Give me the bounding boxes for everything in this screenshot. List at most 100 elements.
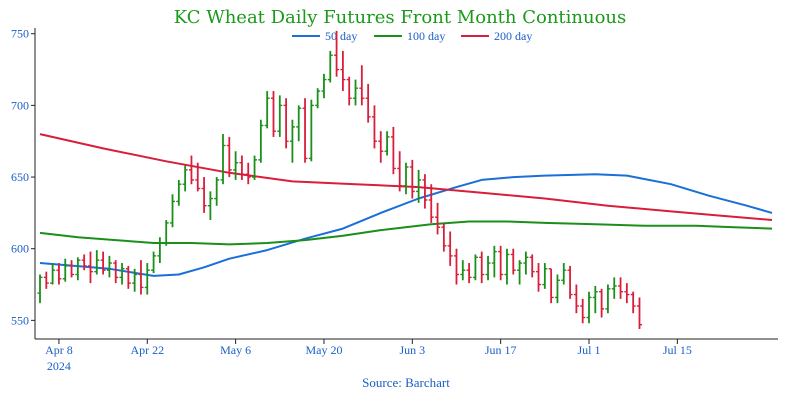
ohlc-bar bbox=[87, 251, 93, 284]
ohlc-bar bbox=[81, 254, 87, 271]
ohlc-bar bbox=[605, 284, 611, 314]
ohlc-bar bbox=[561, 263, 567, 285]
ohlc-bar bbox=[132, 268, 138, 292]
ohlc-bar bbox=[441, 222, 447, 252]
y-axis: 550 600 650 700 750 bbox=[11, 27, 35, 327]
ohlc-bar bbox=[188, 155, 194, 185]
ohlc-bar bbox=[397, 151, 403, 192]
ohlc-bar bbox=[176, 179, 182, 206]
y-tick-label: 750 bbox=[11, 27, 29, 41]
ohlc-bar bbox=[580, 298, 586, 324]
ohlc-bar bbox=[453, 248, 459, 285]
ohlc-bar bbox=[50, 263, 56, 285]
ohlc-bar bbox=[491, 245, 497, 278]
ohlc-bar bbox=[195, 162, 201, 192]
ohlc-bar bbox=[346, 76, 352, 106]
y-tick-label: 700 bbox=[11, 98, 29, 112]
ohlc-bar bbox=[207, 191, 213, 221]
ohlc-bar bbox=[592, 285, 598, 314]
ohlc-bar bbox=[340, 50, 346, 92]
ohlc-bar bbox=[510, 248, 516, 275]
ohlc-bar bbox=[277, 95, 283, 137]
ohlc-bar bbox=[523, 251, 529, 275]
ohlc-bar bbox=[435, 202, 441, 235]
x-tick-label: Jul 1 bbox=[577, 343, 600, 357]
ohlc-bar bbox=[517, 260, 523, 285]
ohlc-bar bbox=[485, 255, 491, 281]
ohlc-bar bbox=[479, 251, 485, 284]
ohlc-bar bbox=[125, 265, 131, 289]
ohlc-bar bbox=[43, 271, 49, 289]
ohlc-bar bbox=[144, 263, 150, 295]
x-tick-label: May 20 bbox=[305, 343, 342, 357]
ohlc-bar bbox=[296, 105, 302, 142]
ohlc-bar bbox=[498, 245, 504, 281]
ohlc-bar bbox=[365, 83, 371, 123]
ohlc-bar bbox=[201, 177, 207, 213]
ohlc-bar bbox=[573, 284, 579, 314]
x-tick-label: Jun 3 bbox=[399, 343, 425, 357]
price-bars bbox=[37, 30, 642, 329]
ohlc-bar bbox=[636, 297, 642, 329]
ohlc-bar bbox=[428, 184, 434, 223]
ohlc-bar bbox=[56, 263, 62, 285]
ohlc-bar bbox=[283, 98, 289, 149]
ohlc-bar bbox=[567, 265, 573, 299]
ohlc-bar bbox=[371, 105, 377, 149]
ohlc-bar bbox=[94, 250, 100, 275]
ohlc-bar bbox=[214, 177, 220, 206]
ohlc-bar bbox=[113, 260, 119, 284]
chart-source: Source: Barchart bbox=[362, 375, 450, 390]
ohlc-bar bbox=[245, 162, 251, 185]
x-tick-label: May 6 bbox=[220, 343, 251, 357]
legend-label: 100 day bbox=[407, 29, 445, 43]
ohlc-bar bbox=[138, 260, 144, 295]
ohlc-bar bbox=[37, 274, 43, 304]
ohlc-bar bbox=[460, 260, 466, 281]
chart-legend: 50 day 100 day 200 day bbox=[292, 29, 532, 43]
ohlc-bar bbox=[289, 119, 295, 163]
moving-averages bbox=[39, 133, 773, 277]
ohlc-bar bbox=[529, 254, 535, 278]
y-tick-label: 600 bbox=[11, 242, 29, 256]
ohlc-bar bbox=[378, 131, 384, 163]
chart-title: KC Wheat Daily Futures Front Month Conti… bbox=[174, 7, 627, 28]
ohlc-bar bbox=[100, 251, 106, 275]
y-tick-label: 550 bbox=[11, 313, 29, 327]
ohlc-bar bbox=[536, 263, 542, 292]
x-tick-label: Apr 8 bbox=[45, 343, 73, 357]
legend-label: 200 day bbox=[494, 29, 532, 43]
ohlc-bar bbox=[252, 155, 258, 180]
x-tick-label: Apr 22 bbox=[130, 343, 164, 357]
ohlc-bar bbox=[554, 274, 560, 304]
ohlc-bar bbox=[618, 277, 624, 299]
ohlc-bar bbox=[220, 134, 226, 185]
ohlc-bar bbox=[447, 231, 453, 266]
ohlc-bar bbox=[151, 251, 157, 274]
ohlc-bar bbox=[302, 98, 308, 163]
x-tick-year: 2024 bbox=[47, 359, 71, 373]
ohlc-bar bbox=[384, 131, 390, 156]
x-axis: Apr 8 2024 Apr 22 May 6 May 20 Jun 3 Jun 17 Jul… bbox=[45, 339, 692, 373]
ohlc-bar bbox=[422, 174, 428, 209]
ohlc-bar bbox=[466, 263, 472, 284]
x-tick-label: Jul 15 bbox=[663, 343, 692, 357]
series-line bbox=[39, 220, 773, 246]
ohlc-bar bbox=[62, 258, 68, 282]
legend-label: 50 day bbox=[325, 29, 357, 43]
ohlc-bar bbox=[69, 260, 75, 278]
ohlc-bar bbox=[504, 248, 510, 285]
ohlc-bar bbox=[119, 263, 125, 285]
ohlc-bar bbox=[403, 162, 409, 195]
ohlc-bar bbox=[416, 169, 422, 203]
ohlc-bar bbox=[258, 119, 264, 163]
ohlc-bar bbox=[233, 151, 239, 180]
ohlc-bar bbox=[359, 65, 365, 106]
ohlc-bar bbox=[624, 283, 630, 304]
ohlc-bar bbox=[586, 291, 592, 324]
ohlc-bar bbox=[239, 155, 245, 180]
ohlc-bar bbox=[226, 136, 232, 178]
ohlc-bar bbox=[264, 91, 270, 129]
y-tick-label: 650 bbox=[11, 170, 29, 184]
